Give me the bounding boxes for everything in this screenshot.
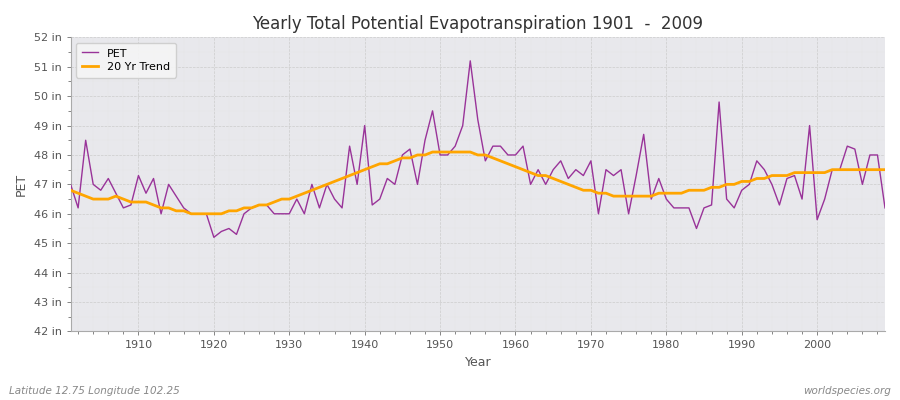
20 Yr Trend bbox=[616, 194, 626, 198]
20 Yr Trend bbox=[526, 170, 536, 175]
X-axis label: Year: Year bbox=[464, 356, 491, 369]
20 Yr Trend bbox=[879, 167, 890, 172]
Text: Latitude 12.75 Longitude 102.25: Latitude 12.75 Longitude 102.25 bbox=[9, 386, 180, 396]
20 Yr Trend bbox=[299, 191, 310, 196]
PET bbox=[344, 144, 355, 148]
Title: Yearly Total Potential Evapotranspiration 1901  -  2009: Yearly Total Potential Evapotranspiratio… bbox=[252, 15, 703, 33]
Line: PET: PET bbox=[70, 61, 885, 237]
Text: worldspecies.org: worldspecies.org bbox=[803, 386, 891, 396]
PET bbox=[65, 182, 76, 187]
20 Yr Trend bbox=[344, 173, 355, 178]
20 Yr Trend bbox=[125, 200, 136, 204]
PET bbox=[879, 206, 890, 210]
20 Yr Trend bbox=[428, 150, 438, 154]
PET bbox=[465, 58, 476, 63]
PET bbox=[616, 167, 626, 172]
PET bbox=[209, 235, 220, 240]
20 Yr Trend bbox=[65, 188, 76, 193]
PET bbox=[125, 202, 136, 207]
20 Yr Trend bbox=[518, 167, 528, 172]
Legend: PET, 20 Yr Trend: PET, 20 Yr Trend bbox=[76, 43, 176, 78]
Y-axis label: PET: PET bbox=[15, 173, 28, 196]
PET bbox=[526, 182, 536, 187]
20 Yr Trend bbox=[185, 211, 196, 216]
PET bbox=[299, 211, 310, 216]
PET bbox=[518, 144, 528, 148]
Line: 20 Yr Trend: 20 Yr Trend bbox=[70, 152, 885, 214]
